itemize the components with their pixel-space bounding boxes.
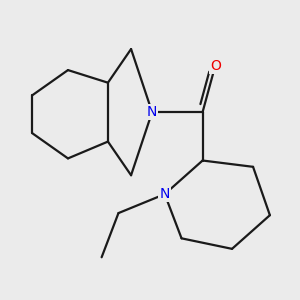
Text: N: N [147,105,157,119]
Text: N: N [160,187,170,201]
Text: O: O [210,59,220,73]
